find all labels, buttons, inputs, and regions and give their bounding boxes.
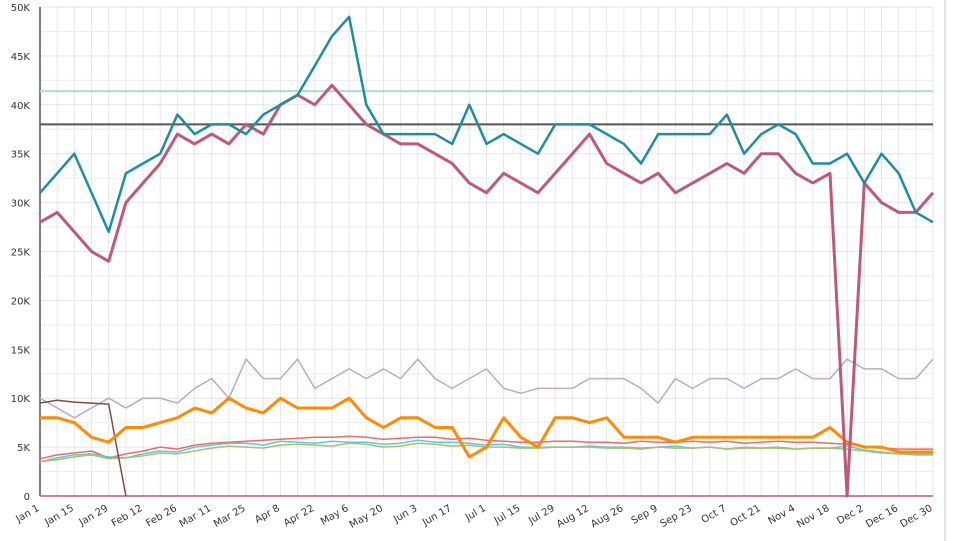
x-tick-label: Dec 2 xyxy=(835,503,866,527)
y-tick-label: 0 xyxy=(24,492,30,503)
y-tick-label: 35K xyxy=(11,150,31,161)
y-axis: 0 5K 10K 15K 20K 25K 30K 35K 40K 45K 50K xyxy=(11,3,41,503)
y-tick-label: 5K xyxy=(17,443,30,454)
reference-lines xyxy=(40,90,933,126)
x-tick-label: Nov 18 xyxy=(795,503,831,530)
y-tick-label: 40K xyxy=(11,101,31,112)
x-tick-label: Mar 11 xyxy=(178,503,214,530)
y-tick-label: 50K xyxy=(11,3,31,14)
x-tick-label: Sep 9 xyxy=(630,503,660,527)
y-tick-label: 25K xyxy=(11,248,31,259)
series-line-0 xyxy=(39,358,934,419)
series-line-5 xyxy=(40,396,933,459)
x-tick-label: Oct 21 xyxy=(729,503,763,529)
x-tick-label: Dec 30 xyxy=(898,503,934,530)
series-line-1 xyxy=(39,435,933,460)
x-tick-label: Dec 16 xyxy=(864,503,900,530)
x-tick-label: Jan 1 xyxy=(14,503,42,526)
x-tick-label: May 20 xyxy=(348,503,385,531)
x-tick-label: Jul 15 xyxy=(492,503,523,527)
x-tick-label: Jul 29 xyxy=(526,503,557,527)
x-tick-label: Aug 26 xyxy=(589,503,625,530)
y-tick-label: 15K xyxy=(11,345,31,356)
y-tick-label: 20K xyxy=(11,296,31,307)
series-line-4 xyxy=(39,399,127,497)
x-tick-label: Jul 1 xyxy=(463,503,488,524)
y-tick-label: 10K xyxy=(11,394,31,405)
x-tick-label: Feb 12 xyxy=(110,503,145,529)
y-tick-label: 45K xyxy=(11,52,31,63)
x-tick-label: Jan 29 xyxy=(77,503,110,529)
x-tick-label: Jun 3 xyxy=(391,503,419,526)
scrollbar[interactable] xyxy=(944,0,946,541)
series-line-6 xyxy=(39,83,935,498)
grid xyxy=(39,6,934,497)
x-tick-label: Sep 23 xyxy=(658,503,694,530)
y-tick-label: 30K xyxy=(11,199,31,210)
x-tick-label: Feb 26 xyxy=(144,503,179,529)
x-tick-label: Mar 25 xyxy=(212,503,248,530)
x-tick-label: Apr 22 xyxy=(282,503,316,529)
x-tick-label: Nov 4 xyxy=(766,503,797,527)
x-tick-label: Oct 7 xyxy=(700,503,729,526)
x-tick-label: Jan 15 xyxy=(42,503,75,529)
series-lines xyxy=(39,15,935,498)
series-line-7 xyxy=(39,15,934,234)
x-tick-label: Aug 12 xyxy=(555,503,591,530)
x-tick-label: Apr 8 xyxy=(253,503,282,526)
x-tick-label: May 6 xyxy=(319,503,351,528)
x-tick-label: Jun 17 xyxy=(420,503,454,529)
